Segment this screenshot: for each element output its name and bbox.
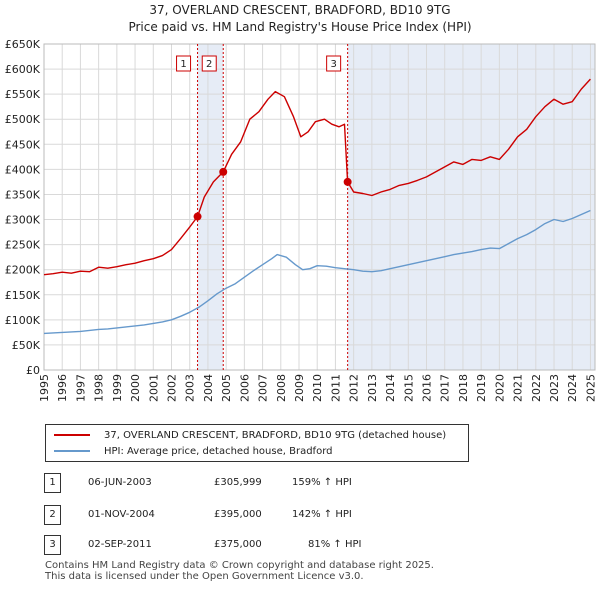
y-tick-label: £550K <box>5 88 41 101</box>
legend-item-property: 37, OVERLAND CRESCENT, BRADFORD, BD10 9T… <box>54 428 446 442</box>
marker-label: 3 <box>330 59 336 70</box>
sale-point <box>343 177 352 186</box>
x-tick-label: 2011 <box>329 374 342 402</box>
chart-title: 37, OVERLAND CRESCENT, BRADFORD, BD10 9T… <box>149 3 451 17</box>
y-tick-label: £500K <box>5 113 41 126</box>
x-tick-label: 2024 <box>566 374 579 402</box>
y-tick-label: £250K <box>5 239 41 252</box>
x-tick-label: 2020 <box>493 374 506 402</box>
transaction-number: 3 <box>44 535 61 555</box>
sale-point <box>219 167 228 176</box>
transaction-price: £375,000 <box>214 539 262 550</box>
transaction-hpi: 159% ↑ HPI <box>292 477 352 488</box>
legend-label-hpi: HPI: Average price, detached house, Brad… <box>104 445 333 457</box>
x-tick-label: 1997 <box>74 374 87 402</box>
x-tick-label: 2018 <box>457 374 470 402</box>
transaction-hpi: 81% ↑ HPI <box>308 539 362 550</box>
x-tick-label: 1998 <box>93 374 106 402</box>
x-tick-label: 1996 <box>56 374 69 402</box>
x-tick-label: 2001 <box>147 374 160 402</box>
transaction-price: £305,999 <box>214 477 262 488</box>
footer: Contains HM Land Registry data © Crown c… <box>45 560 434 582</box>
price-chart: £0 £50K £100K £150K £200K £250K £300K £350K £400… <box>5 38 598 402</box>
plot-border <box>43 43 596 371</box>
marker-label: 1 <box>180 59 186 70</box>
x-tick-label: 2022 <box>530 374 543 402</box>
transaction-date: 01-NOV-2004 <box>88 509 155 520</box>
legend-line-hpi <box>54 450 90 452</box>
x-tick-label: 2014 <box>384 374 397 402</box>
marker-label-box <box>176 55 192 72</box>
footer-copyright: Contains HM Land Registry data © Crown c… <box>45 560 434 571</box>
transaction-number: 2 <box>44 505 61 525</box>
x-tick-label: 2010 <box>311 374 324 402</box>
transaction-date: 06-JUN-2003 <box>88 477 152 488</box>
x-tick-label: 2021 <box>512 374 525 402</box>
x-tick-label: 2016 <box>421 374 434 402</box>
x-tick-label: 2012 <box>348 374 361 402</box>
sale-point <box>193 212 202 221</box>
x-tick-label: 2008 <box>275 374 288 402</box>
transaction-hpi: 142% ↑ HPI <box>292 509 352 520</box>
marker-label: 2 <box>206 59 212 70</box>
x-tick-label: 2007 <box>257 374 270 402</box>
transaction-date: 02-SEP-2011 <box>88 539 152 550</box>
legend-item-hpi: HPI: Average price, detached house, Brad… <box>54 444 332 458</box>
x-tick-label: 2006 <box>238 374 251 402</box>
x-tick-label: 2013 <box>366 374 379 402</box>
marker-label-box <box>201 55 217 72</box>
legend-label-property: 37, OVERLAND CRESCENT, BRADFORD, BD10 9T… <box>104 429 447 441</box>
y-tick-label: £300K <box>5 214 41 227</box>
y-tick-label: £350K <box>5 188 41 201</box>
shaded-span <box>347 44 595 370</box>
y-tick-label: £200K <box>5 264 41 277</box>
legend-line-property <box>54 434 90 436</box>
x-tick-label: 2004 <box>202 374 215 402</box>
x-tick-label: 2015 <box>402 374 415 402</box>
x-tick-label: 2023 <box>548 374 561 402</box>
hpi-line <box>43 209 591 335</box>
y-tick-label: £100K <box>5 314 41 327</box>
x-tick-label: 2000 <box>129 374 142 402</box>
footer-licence: This data is licensed under the Open Gov… <box>45 571 364 582</box>
y-tick-label: £650K <box>5 38 41 51</box>
x-tick-label: 2005 <box>220 374 233 402</box>
shaded-span <box>197 44 224 370</box>
legend: 37, OVERLAND CRESCENT, BRADFORD, BD10 9T… <box>45 424 469 462</box>
x-tick-label: 2003 <box>184 374 197 402</box>
x-tick-label: 1995 <box>38 374 51 402</box>
x-tick-label: 2002 <box>166 374 179 402</box>
marker-label-box <box>326 55 342 72</box>
x-tick-label: 2019 <box>475 374 488 402</box>
x-tick-label: 2025 <box>584 374 597 402</box>
y-tick-label: £450K <box>5 138 41 151</box>
x-tick-label: 1999 <box>111 374 124 402</box>
transaction-number: 1 <box>44 473 61 493</box>
y-tick-label: £600K <box>5 63 41 76</box>
y-tick-label: £0 <box>26 364 40 377</box>
x-tick-label: 2017 <box>439 374 452 402</box>
transaction-price: £395,000 <box>214 509 262 520</box>
property-price-line <box>43 78 591 276</box>
y-tick-label: £50K <box>12 339 41 352</box>
y-tick-label: £400K <box>5 163 41 176</box>
chart-subtitle: Price paid vs. HM Land Registry's House … <box>128 20 472 34</box>
x-tick-label: 2009 <box>293 374 306 402</box>
y-tick-label: £150K <box>5 289 41 302</box>
